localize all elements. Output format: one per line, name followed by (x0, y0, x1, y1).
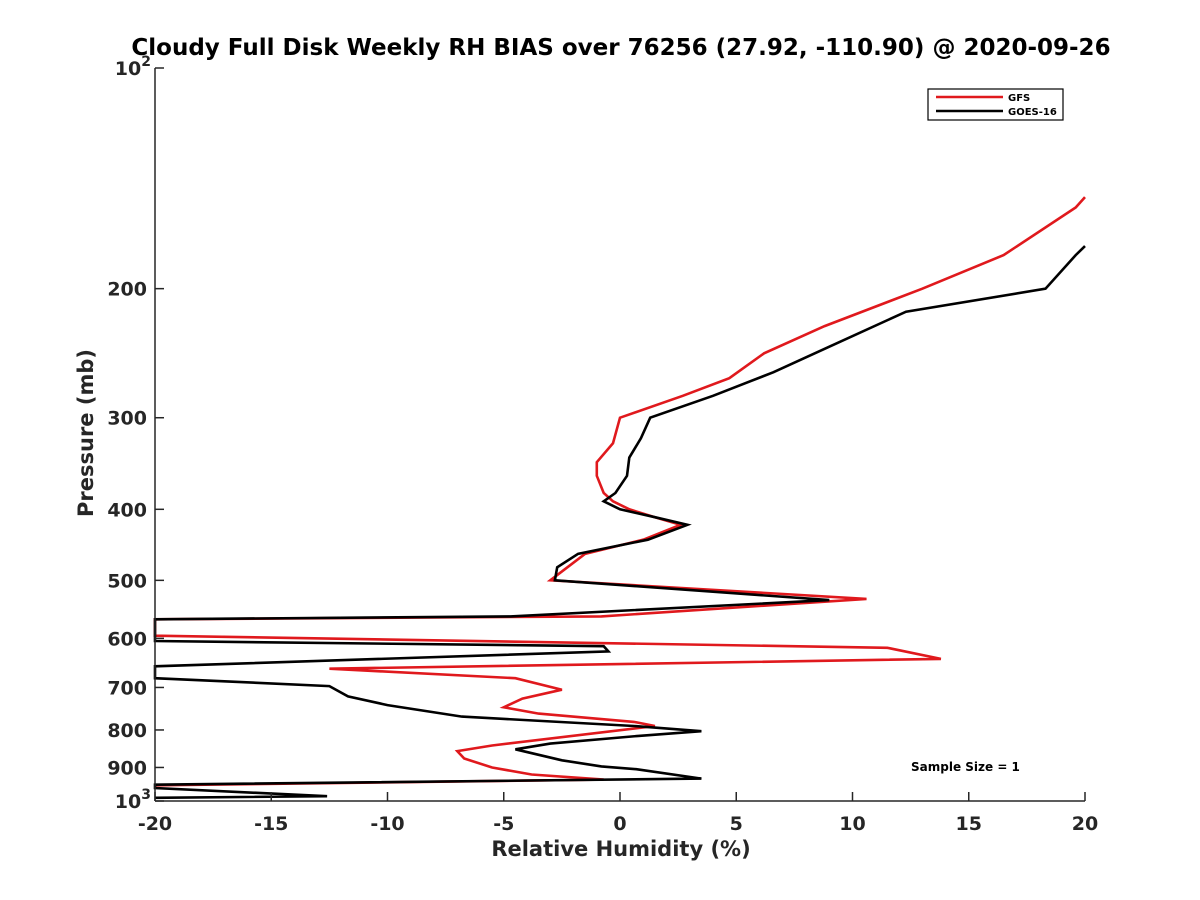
legend: GFS GOES-16 (927, 88, 1064, 121)
y-tick-label: 900 (107, 757, 147, 779)
sample-size-annotation: Sample Size = 1 (911, 760, 1020, 774)
y-tick-label: 300 (107, 408, 147, 430)
x-tick-label: 0 (613, 813, 626, 835)
y-tick-label: 200 (107, 279, 147, 301)
legend-label-gfs: GFS (1008, 93, 1030, 104)
legend-label-goes16: GOES-16 (1008, 107, 1057, 118)
series-line-gfs (153, 196, 1086, 787)
x-tick-label: -5 (493, 813, 514, 835)
x-ticks: -20 -15 -10 -5 0 5 10 15 20 (138, 792, 1098, 835)
legend-box (927, 88, 1064, 121)
chart-title: Cloudy Full Disk Weekly RH BIAS over 762… (131, 35, 1110, 61)
y-tick-label: 700 (107, 677, 147, 699)
y-tick-label: 600 (107, 628, 147, 650)
x-tick-label: 15 (956, 813, 982, 835)
x-tick-label: 20 (1072, 813, 1098, 835)
x-axis-label: Relative Humidity (%) (491, 837, 750, 861)
x-tick-label: -10 (370, 813, 404, 835)
x-tick-label: -20 (138, 813, 172, 835)
y-tick-label: 800 (107, 720, 147, 742)
x-tick-label: 10 (839, 813, 865, 835)
x-tick-label: -15 (254, 813, 288, 835)
y-axis-label: Pressure (mb) (74, 349, 98, 517)
y-tick-label: 102 (115, 54, 151, 80)
y-tick-label: 103 (115, 787, 151, 813)
y-ticks: 102 200 300 400 500 600 700 800 900 103 (107, 54, 164, 813)
y-tick-label: 400 (107, 499, 147, 521)
x-tick-label: 5 (730, 813, 743, 835)
y-tick-label: 500 (107, 570, 147, 592)
